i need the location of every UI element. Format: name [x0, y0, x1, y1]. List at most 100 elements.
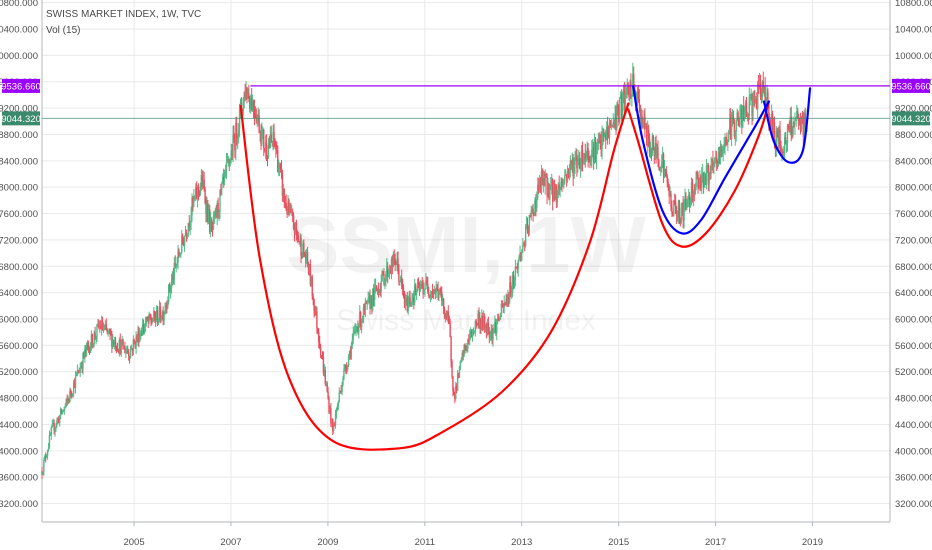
candle-body: [776, 131, 778, 132]
candle-body: [264, 148, 266, 151]
candle-body: [438, 293, 440, 298]
candle-body: [675, 213, 678, 217]
candle-body: [149, 313, 151, 319]
candle-body: [236, 122, 238, 139]
candle-body: [752, 101, 754, 117]
candle-body: [659, 167, 661, 170]
candle-body: [771, 113, 774, 134]
candle-body: [775, 131, 778, 150]
candle-body: [736, 112, 738, 121]
candle-body: [190, 215, 192, 223]
candle-body: [351, 339, 354, 346]
candle-body: [560, 181, 562, 189]
candle-body: [455, 385, 457, 399]
candle-body: [481, 315, 483, 328]
candle-body: [116, 348, 119, 351]
candle-body: [677, 200, 680, 215]
candle-body: [707, 165, 709, 185]
candle-body: [198, 191, 201, 194]
candle-body: [565, 174, 568, 179]
candle-body: [336, 406, 339, 410]
candle-body: [186, 233, 189, 237]
candle-body: [602, 132, 604, 136]
candle-body: [207, 204, 209, 222]
candle-body: [797, 111, 799, 117]
candle-body: [542, 177, 545, 185]
candle-body: [117, 350, 120, 352]
candle-body: [615, 113, 617, 128]
candle-body: [94, 332, 96, 338]
candle-body: [487, 323, 490, 332]
candle-body: [103, 326, 106, 329]
y-tick-label-right: 5600.000: [895, 341, 932, 352]
candle-body: [547, 183, 549, 196]
candle-body: [540, 170, 543, 188]
candle-body: [621, 96, 624, 119]
candle-body: [382, 271, 384, 274]
candle-body: [286, 209, 288, 214]
candle-body: [544, 173, 546, 186]
candle-body: [119, 339, 121, 354]
candle-body: [731, 115, 734, 119]
candle-body: [631, 94, 633, 97]
candle-body: [371, 297, 373, 308]
candle-body: [429, 293, 432, 297]
candle-body: [350, 345, 353, 358]
candle-body: [301, 255, 303, 258]
candle-body: [688, 195, 690, 200]
candle-body: [476, 323, 478, 326]
candle-body: [300, 238, 302, 256]
candle-body: [435, 287, 437, 293]
candle-body: [706, 165, 709, 166]
candle-body: [507, 296, 509, 307]
candle-body: [593, 139, 596, 163]
candle-body: [726, 142, 728, 143]
candle-body: [567, 171, 570, 174]
candle-body: [584, 153, 586, 160]
candle-body: [318, 332, 320, 343]
candle-body: [321, 356, 324, 358]
candle-body: [432, 292, 435, 294]
candle-body: [237, 128, 240, 139]
candle-body: [160, 318, 162, 321]
candle-body: [154, 316, 157, 321]
candle-body: [749, 94, 751, 98]
candle-body: [277, 150, 279, 173]
candle-body: [715, 157, 717, 159]
candle-body: [206, 204, 208, 214]
candle-body: [70, 390, 72, 394]
candle-body: [223, 176, 225, 179]
candle-body: [442, 298, 444, 301]
y-tick-label-left: 8800.000: [0, 130, 38, 141]
candle-body: [369, 296, 371, 309]
candle-body: [107, 330, 109, 333]
candle-body: [126, 350, 128, 352]
price-tag-current-left: [2, 111, 40, 126]
candle-body: [483, 316, 485, 330]
candle-body: [595, 149, 598, 160]
candle-body: [782, 151, 784, 154]
candle-body: [230, 150, 232, 161]
candle-body: [680, 207, 682, 223]
candle-body: [139, 334, 141, 343]
candle-body: [458, 366, 461, 378]
x-tick-label: 2007: [220, 537, 241, 548]
candle-body: [395, 264, 397, 265]
candle-body: [700, 177, 702, 189]
candle-body: [265, 142, 268, 157]
candle-body: [722, 148, 724, 152]
candle-body: [652, 135, 655, 148]
candle-body: [232, 135, 234, 157]
candle-body: [225, 161, 228, 170]
candle-body: [456, 373, 459, 391]
candle-body: [447, 311, 449, 318]
y-tick-label-left: 3200.000: [0, 499, 38, 510]
candle-body: [800, 115, 803, 130]
candle-body: [322, 357, 325, 374]
candle-body: [180, 252, 182, 255]
candle-body: [62, 410, 65, 412]
candle-body: [172, 275, 175, 280]
candle-body: [348, 350, 351, 357]
candle-body: [244, 92, 246, 99]
